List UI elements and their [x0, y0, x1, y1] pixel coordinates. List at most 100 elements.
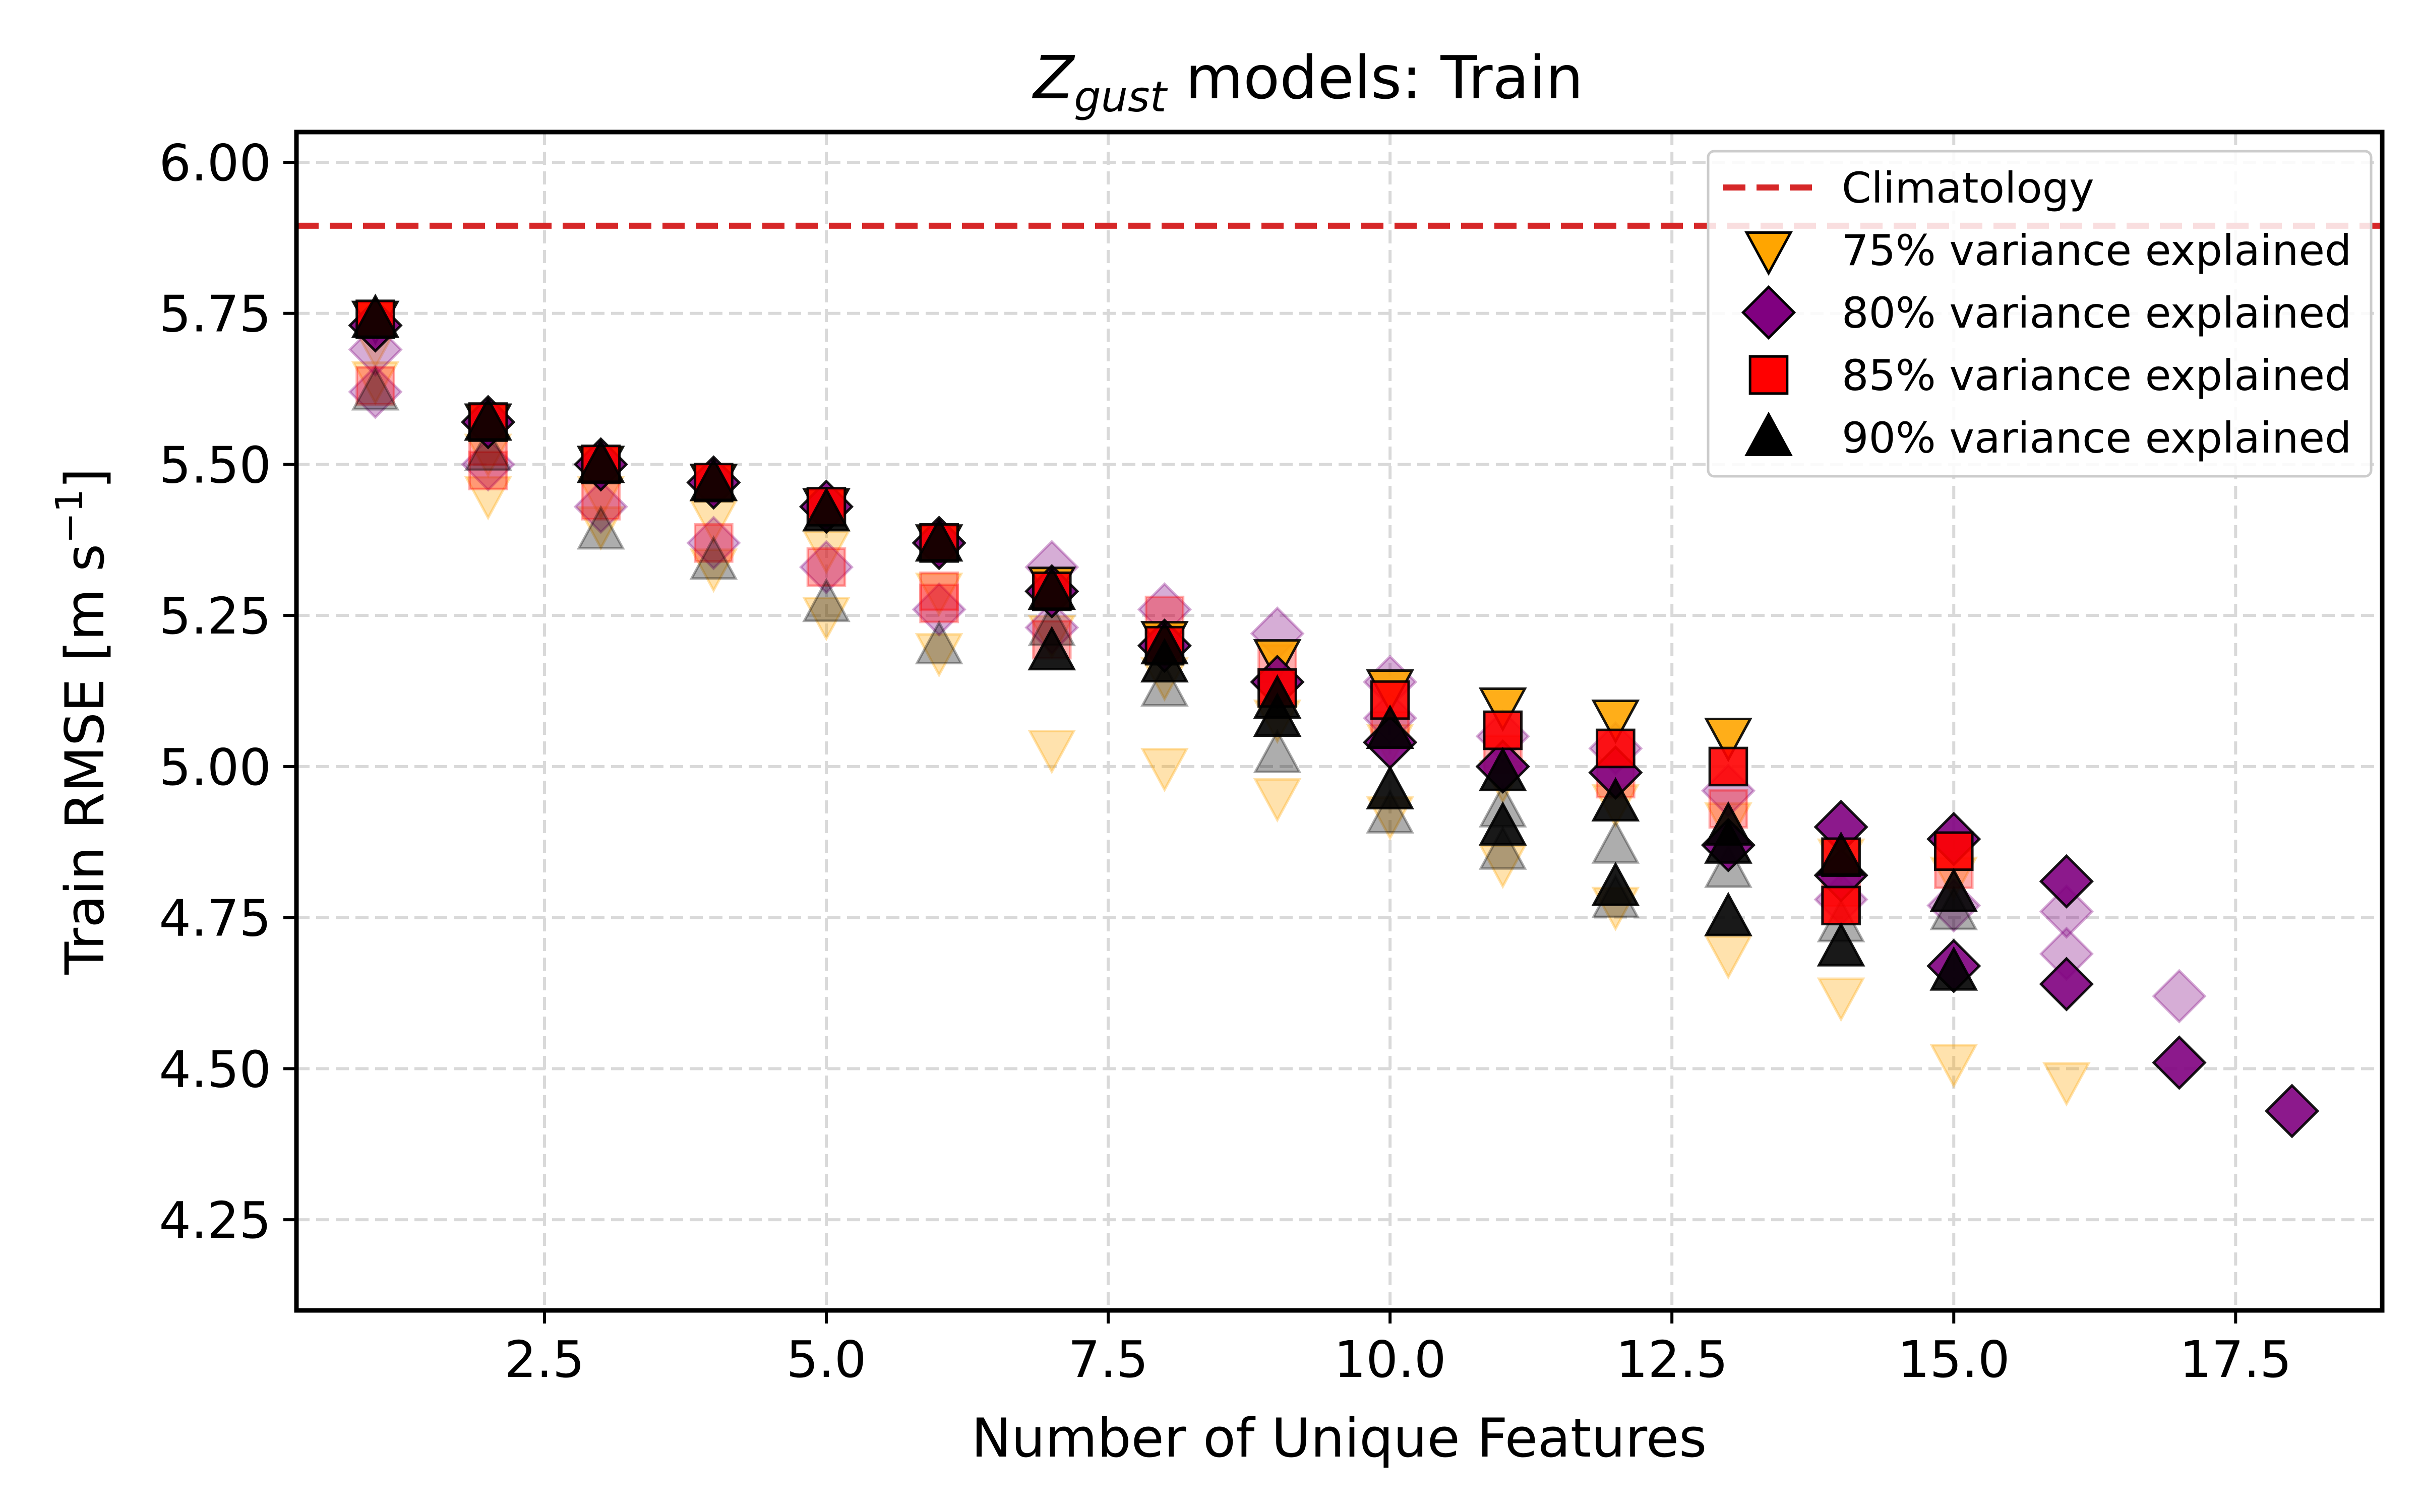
- data-point-diamond: [2039, 957, 2094, 1012]
- data-point-diamond-faded: [686, 516, 741, 571]
- data-point-triangle-up: [1817, 922, 1865, 967]
- data-point-square-faded: [919, 583, 959, 623]
- legend-climatology-label: Climatology: [1842, 163, 2094, 213]
- y-axis-label-end: ]: [54, 468, 116, 488]
- data-point-diamond: [2152, 1035, 2207, 1090]
- x-axis-ticks: 2.5 5.0 7.5 10.0 12.5 15.0 17.5: [504, 1310, 2292, 1389]
- data-point-triangle-up-faded: [802, 577, 851, 622]
- legend-symbol-triangle-up: [1744, 411, 1793, 456]
- legend-label: 85% variance explained: [1842, 351, 2351, 400]
- data-point-triangle-up: [1253, 692, 1302, 737]
- data-point-triangle-up-faded: [689, 535, 738, 580]
- y-axis-label-superscript: −1: [48, 489, 91, 544]
- data-point-triangle-down: [1591, 700, 1640, 744]
- plot-frame: [294, 130, 2385, 1313]
- data-point-triangle-up: [1478, 801, 1527, 846]
- x-tick-label: 2.5: [504, 1330, 584, 1389]
- data-point-triangle-up-faded: [1478, 825, 1527, 870]
- data-point-square: [1821, 886, 1861, 925]
- y-axis-ticks: 4.25 4.50 4.75 5.00 5.25 5.50 5.75 6.00: [159, 134, 296, 1250]
- data-point-triangle-down-faded: [1140, 747, 1189, 793]
- data-point-triangle-up: [1140, 638, 1189, 683]
- data-point-triangle-up: [1704, 892, 1752, 936]
- data-point-triangle-down: [1704, 717, 1752, 763]
- data-point-triangle-down-faded: [1027, 729, 1076, 775]
- chart-title-subscript: gust: [1074, 72, 1168, 121]
- data-point-diamond-faded: [461, 437, 516, 492]
- x-tick-label: 10.0: [1334, 1330, 1446, 1389]
- x-tick-label: 5.0: [786, 1330, 866, 1389]
- legend-symbol-triangle-down: [1744, 231, 1793, 276]
- y-axis-label: Train RMSE [m s−1]: [48, 468, 116, 975]
- data-point-square: [1933, 831, 1974, 871]
- data-point-triangle-up-faded: [576, 505, 625, 550]
- data-point-triangle-down-faded: [689, 548, 738, 593]
- data-point-triangle-up: [1591, 861, 1640, 906]
- y-axis-label-main: Train RMSE [m s: [54, 544, 116, 975]
- data-point-triangle-down-faded: [1929, 1044, 1978, 1089]
- data-point-triangle-down-faded: [915, 633, 963, 678]
- data-point-diamond-faded: [573, 479, 628, 534]
- data-point-triangle-down-faded: [2042, 1062, 2091, 1107]
- data-point-triangle-down-faded: [915, 573, 963, 617]
- data-point-square-faded: [806, 547, 846, 587]
- markers: [348, 293, 2320, 1139]
- y-tick-label: 5.75: [159, 285, 271, 344]
- data-point-triangle-down-faded: [464, 476, 513, 521]
- data-point-diamond-faded: [2152, 969, 2207, 1024]
- data-point-triangle-up-faded: [1253, 728, 1302, 773]
- data-point-triangle-up: [576, 438, 625, 483]
- data-point-triangle-up-faded: [1366, 789, 1415, 834]
- data-point-square-faded: [919, 571, 959, 611]
- x-tick-label: 7.5: [1068, 1330, 1148, 1389]
- legend-box: [1707, 150, 2373, 478]
- data-point-triangle-down-faded: [351, 361, 400, 406]
- data-point-triangle-up: [1591, 777, 1640, 822]
- data-point-triangle-up: [1817, 831, 1865, 876]
- data-point-triangle-up: [689, 457, 738, 501]
- data-point-triangle-up-faded: [915, 619, 963, 665]
- legend-symbol-square: [1748, 355, 1789, 395]
- data-point-square-faded: [468, 451, 508, 490]
- data-point-square-faded: [355, 366, 395, 406]
- data-point-triangle-down-faded: [576, 506, 625, 551]
- legend: Climatology 75% variance explained 80% var…: [1707, 150, 2373, 478]
- data-point-triangle-up: [1704, 819, 1752, 864]
- y-tick-label: 6.00: [159, 134, 271, 193]
- data-point-triangle-up: [802, 487, 851, 532]
- y-tick-label: 4.75: [159, 889, 271, 948]
- data-point-triangle-down: [1478, 687, 1527, 732]
- data-point-diamond-faded: [912, 582, 966, 637]
- legend-symbol-diamond: [1741, 285, 1796, 340]
- y-tick-label: 5.00: [159, 738, 271, 797]
- x-tick-label: 15.0: [1898, 1330, 2010, 1389]
- data-point-diamond: [2039, 854, 2094, 909]
- data-point-triangle-up: [1366, 765, 1415, 809]
- data-point-diamond: [2264, 1084, 2320, 1139]
- data-point-triangle-down-faded: [1478, 844, 1527, 889]
- data-point-square: [1596, 728, 1636, 769]
- data-point-triangle-up: [464, 396, 513, 441]
- data-point-diamond-faded: [799, 540, 854, 595]
- data-point-triangle-down-faded: [1253, 778, 1302, 823]
- y-tick-label: 4.25: [159, 1191, 271, 1250]
- y-tick-label: 5.25: [159, 587, 271, 646]
- data-point-triangle-up: [1027, 625, 1076, 671]
- data-point-triangle-up: [1366, 704, 1415, 749]
- data-point-triangle-up: [915, 517, 963, 562]
- data-point-triangle-up-faded: [351, 366, 400, 411]
- data-point-triangle-up: [1929, 946, 1978, 991]
- data-point-triangle-up: [1478, 746, 1527, 791]
- data-point-square-faded: [694, 523, 734, 563]
- legend-label: 75% variance explained: [1842, 226, 2351, 275]
- data-point-diamond-faded: [2039, 884, 2094, 939]
- x-axis-label: Number of Unique Features: [972, 1407, 1707, 1469]
- y-tick-label: 4.50: [159, 1040, 271, 1099]
- data-point-triangle-down-faded: [1817, 977, 1865, 1022]
- data-point-triangle-up-faded: [464, 426, 513, 471]
- x-tick-label: 12.5: [1616, 1330, 1728, 1389]
- data-point-triangle-up: [1929, 867, 1978, 912]
- data-point-triangle-down-faded: [1704, 935, 1752, 980]
- legend-label: 80% variance explained: [1842, 288, 2351, 338]
